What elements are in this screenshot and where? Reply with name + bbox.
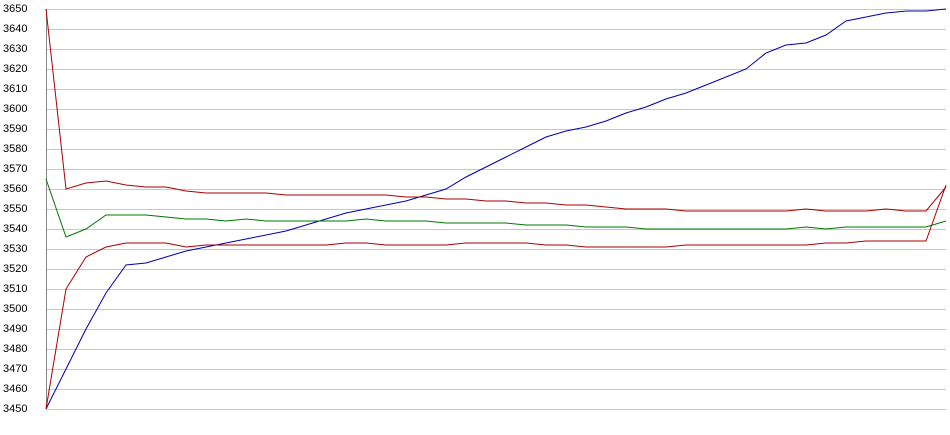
y-tick-label: 3510 [3,283,27,295]
y-tick-label: 3620 [3,63,27,75]
y-tick-label: 3540 [3,223,27,235]
series-line [45,178,947,238]
series-line [45,8,947,212]
y-tick-label: 3470 [3,363,27,375]
y-tick-label: 3490 [3,323,27,335]
y-tick-label: 3460 [3,383,27,395]
y-tick-label: 3610 [3,83,27,95]
y-tick-label: 3450 [3,403,27,415]
y-tick-label: 3550 [3,203,27,215]
y-tick-label: 3580 [3,143,27,155]
y-tick-label: 3500 [3,303,27,315]
y-tick-label: 3560 [3,183,27,195]
y-tick-label: 3590 [3,123,27,135]
y-tick-label: 3520 [3,263,27,275]
series-line [45,184,947,410]
series-line [45,8,947,410]
y-tick-label: 3530 [3,243,27,255]
y-tick-label: 3600 [3,103,27,115]
y-tick-label: 3630 [3,43,27,55]
y-tick-label: 3480 [3,343,27,355]
y-tick-label: 3650 [3,3,27,15]
y-tick-label: 3640 [3,23,27,35]
y-tick-label: 3570 [3,163,27,175]
